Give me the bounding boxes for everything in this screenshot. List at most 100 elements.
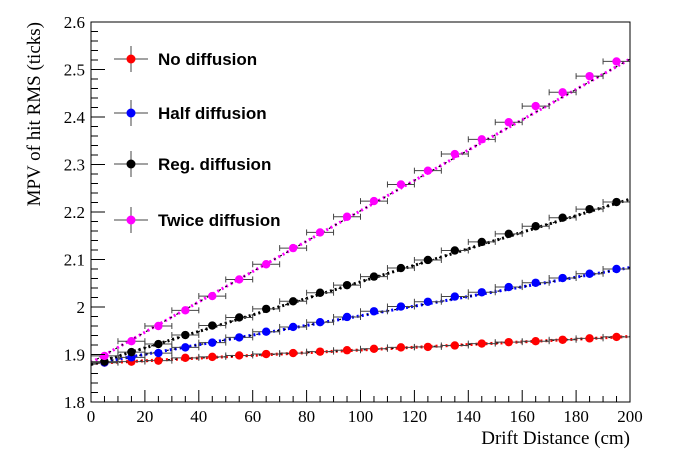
y-tick-label: 2.1 [64,251,85,270]
legend-label: No diffusion [158,50,257,69]
data-point [235,313,244,322]
data-point [450,341,460,350]
data-points [100,57,621,367]
data-point [154,339,163,349]
legend-item-1: No diffusion [114,46,257,72]
data-point [477,288,486,297]
x-axis-title: Drift Distance (cm) [481,428,630,449]
x-tick-label: 0 [87,407,96,426]
data-point [315,347,325,356]
data-point [531,337,540,346]
data-point [208,352,217,362]
data-point [261,349,271,359]
data-point [585,334,594,343]
legend-item-2: Half diffusion [114,100,267,126]
data-point [342,280,352,290]
data-point [127,337,136,346]
data-point [531,101,540,111]
data-point [423,255,433,265]
data-point [396,302,406,311]
data-point [612,332,621,342]
data-point [315,228,325,237]
data-point [504,118,513,127]
data-point [477,135,486,144]
x-tick-label: 60 [244,407,261,426]
data-point [450,149,460,159]
data-point [423,166,433,175]
data-point [235,333,244,342]
data-point [235,351,244,360]
data-point [558,335,567,344]
data-point [288,297,298,306]
data-point [477,339,486,348]
legend-label: Half diffusion [158,104,267,123]
data-point [100,351,109,361]
data-point [477,237,486,247]
data-point [504,229,513,239]
y-tick-label: 2.5 [64,61,85,80]
data-point [369,344,379,353]
data-point [396,343,406,352]
data-point [261,327,271,336]
data-point [504,337,513,347]
data-point [181,306,190,315]
data-point [181,343,190,352]
legend-marker [126,108,136,118]
data-point [558,88,567,97]
x-tick-label: 160 [509,407,535,426]
data-point [450,292,460,301]
data-point [154,356,163,365]
data-point [558,213,567,222]
data-point [369,272,379,281]
axis-ticks: 0 20 40 60 80 100 120 140 160 180 200 1.8 1.9 2 2.1 2.2… [64,13,643,426]
data-point [558,273,567,283]
data-point [288,322,298,332]
x-tick-label: 140 [456,407,482,426]
data-point [208,321,217,330]
x-tick-label: 40 [190,407,207,426]
legend: No diffusion Half diffusion Reg. diffusion… [114,46,280,233]
data-point [315,318,325,327]
y-tick-label: 1.9 [64,346,85,365]
legend-label: Reg. diffusion [158,155,271,174]
fit-line-4 [90,57,631,364]
y-tick-label: 2.4 [64,108,86,127]
data-point [154,321,163,331]
x-tick-label: 180 [563,407,589,426]
data-point [181,353,190,363]
y-tick-label: 2.6 [64,13,85,32]
data-point [127,347,136,357]
data-point [208,338,217,347]
y-axis-title: MPV of hit RMS (ticks) [24,22,45,206]
legend-marker [126,159,136,169]
legend-label: Twice diffusion [158,211,280,230]
data-point [342,346,352,355]
data-point [342,312,352,322]
legend-marker [126,54,136,64]
x-tick-label: 20 [136,407,153,426]
legend-marker [126,215,136,225]
data-point [181,330,190,340]
data-point [288,348,298,358]
data-point [612,57,621,66]
data-point [423,297,433,306]
data-point [531,222,540,231]
data-point [585,269,594,278]
data-point [261,304,271,314]
y-tick-label: 2.3 [64,156,85,175]
data-point [585,71,594,81]
data-point [288,243,298,253]
data-point [369,307,379,316]
x-tick-label: 80 [298,407,315,426]
data-point [450,246,460,255]
data-point [531,278,540,287]
data-point [612,264,621,274]
x-tick-label: 120 [402,407,428,426]
data-point [261,260,271,269]
y-tick-label: 1.8 [64,393,85,412]
data-point [342,212,352,221]
x-tick-label: 100 [348,407,374,426]
fit-overlay-4 [90,58,631,364]
data-point [423,342,433,352]
